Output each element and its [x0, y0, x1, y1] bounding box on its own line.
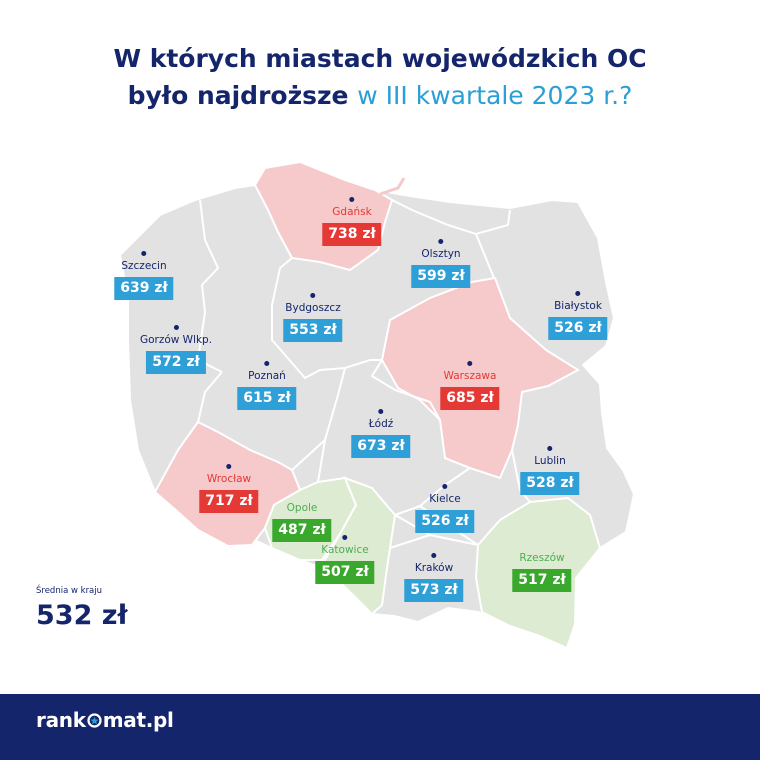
hel-peninsula [379, 177, 406, 196]
city-katowice: Katowice 507 zł [315, 535, 375, 584]
city-dot [141, 251, 147, 256]
city-dot [431, 553, 437, 558]
city-name: Bydgoszcz [285, 302, 341, 314]
city-price: 738 zł [322, 223, 382, 246]
national-average-value: 532 zł [36, 600, 128, 631]
city-rzeszow: Rzeszów 517 zł [512, 543, 572, 592]
city-price: 553 zł [283, 319, 343, 342]
city-name: Łódź [368, 418, 394, 430]
region-mazowieckie [380, 276, 580, 480]
city-name: Szczecin [121, 260, 167, 272]
city-olsztyn: Olsztyn 599 zł [411, 239, 471, 288]
city-name: Gdańsk [332, 206, 372, 218]
title-line-2-bold: było najdroższe [127, 81, 349, 110]
city-dot [310, 293, 316, 298]
title-line-2-accent: w III kwartale 2023 r.? [357, 81, 633, 110]
city-dot [547, 446, 553, 451]
city-name: Opole [286, 502, 318, 514]
city-price: 599 zł [411, 265, 471, 288]
city-name: Olsztyn [421, 248, 461, 260]
city-poznan: Poznań 615 zł [237, 361, 297, 410]
city-price: 573 zł [404, 579, 464, 602]
city-price: 528 zł [520, 472, 580, 495]
national-average-label: Średnia w kraju [36, 586, 103, 596]
city-name: Rzeszów [519, 552, 565, 564]
city-bydgoszcz: Bydgoszcz 553 zł [283, 293, 343, 342]
city-dot [342, 535, 348, 540]
logo-star-icon [87, 713, 102, 728]
city-name: Kielce [429, 493, 461, 505]
city-price: 526 zł [415, 510, 475, 533]
city-price: 717 zł [199, 490, 259, 513]
city-dot [173, 325, 179, 330]
city-name: Katowice [321, 544, 369, 556]
logo-prefix: rank [36, 708, 86, 732]
footer-bar: rank mat.pl [0, 694, 760, 760]
city-kielce: Kielce 526 zł [415, 484, 475, 533]
city-price: 487 zł [272, 519, 332, 542]
city-gorzow: Gorzów Wlkp. 572 zł [140, 325, 212, 374]
city-dot [264, 361, 270, 366]
city-bialystok: Białystok 526 zł [548, 291, 608, 340]
logo-suffix: mat.pl [102, 708, 174, 732]
city-gdansk: Gdańsk 738 zł [322, 197, 382, 246]
city-price: 507 zł [315, 561, 375, 584]
city-name: Gorzów Wlkp. [139, 334, 213, 346]
city-name: Lublin [534, 455, 566, 467]
city-name: Białystok [554, 300, 602, 312]
city-price: 517 zł [512, 569, 572, 592]
city-price: 673 zł [351, 435, 411, 458]
city-lublin: Lublin 528 zł [520, 446, 580, 495]
rankomat-logo[interactable]: rank mat.pl [36, 708, 174, 732]
city-krakow: Kraków 573 zł [404, 553, 464, 602]
city-lodz: Łódź 673 zł [351, 409, 411, 458]
city-opole: Opole 487 zł [272, 493, 332, 542]
city-name: Warszawa [443, 370, 497, 382]
city-name: Poznań [248, 370, 286, 382]
city-price: 572 zł [146, 351, 206, 374]
city-price: 615 zł [237, 387, 297, 410]
city-dot [575, 291, 581, 296]
title-line-1: W których miastach wojewódzkich OC [113, 44, 647, 73]
city-dot [442, 484, 448, 489]
city-dot [467, 361, 473, 366]
city-name: Wrocław [206, 473, 252, 485]
city-dot [438, 239, 444, 244]
city-price: 685 zł [440, 387, 500, 410]
city-price: 526 zł [548, 317, 608, 340]
city-price: 639 zł [114, 277, 174, 300]
city-warszawa: Warszawa 685 zł [440, 361, 500, 410]
city-wroclaw: Wrocław 717 zł [199, 464, 259, 513]
city-name: Kraków [414, 562, 454, 574]
region-borders [196, 199, 531, 549]
page-title: W których miastach wojewódzkich OC było … [0, 40, 760, 114]
city-dot [378, 409, 384, 414]
city-szczecin: Szczecin 639 zł [114, 251, 174, 300]
city-dot [349, 197, 355, 202]
city-dot [226, 464, 232, 469]
